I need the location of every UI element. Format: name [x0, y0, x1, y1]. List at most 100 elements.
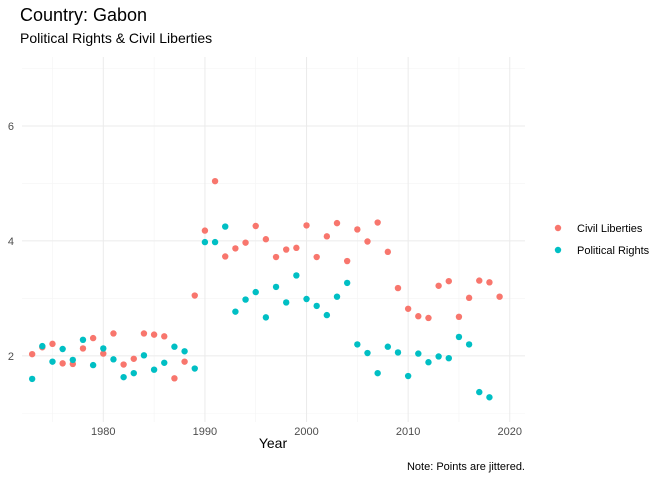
civil-liberties-point	[79, 345, 87, 352]
civil-liberties-point	[404, 305, 412, 312]
political-rights-point	[313, 302, 320, 310]
civil-liberties-point	[211, 177, 219, 185]
political-rights-point	[252, 288, 259, 296]
civil-liberties-point	[435, 282, 442, 289]
civil-liberties-point	[415, 313, 422, 320]
political-rights-point	[69, 356, 77, 364]
x-tick-label: 1990	[193, 426, 217, 438]
political-rights-point	[272, 283, 280, 291]
political-rights-point	[79, 336, 87, 344]
y-tick-label: 4	[8, 236, 14, 248]
political-rights-point	[425, 359, 432, 366]
civil-liberties-point	[323, 233, 331, 240]
x-tick-label: 2020	[498, 426, 522, 438]
political-rights-point	[89, 361, 97, 369]
political-rights-point	[59, 345, 66, 353]
political-rights-point	[333, 293, 341, 300]
political-rights-point	[191, 365, 198, 372]
civil-liberties-point	[313, 253, 320, 261]
x-tick-label: 1980	[91, 426, 115, 438]
y-axis-ticks: 2 4 6	[8, 121, 14, 363]
civil-liberties-point	[120, 361, 127, 368]
political-rights-point	[455, 333, 463, 341]
political-rights-point	[435, 353, 442, 360]
political-rights-point	[293, 272, 300, 279]
civil-liberties-point	[303, 222, 310, 229]
civil-liberties-point	[232, 245, 239, 252]
legend-key-political-rights	[554, 246, 562, 254]
civil-liberties-point	[100, 350, 107, 357]
civil-liberties-point	[181, 358, 188, 365]
political-rights-point	[110, 356, 117, 363]
civil-liberties-point	[252, 222, 259, 230]
y-tick-label: 6	[8, 121, 14, 133]
political-rights-point	[354, 341, 361, 348]
political-rights-point	[222, 223, 229, 230]
political-rights-point	[415, 350, 422, 357]
political-rights-point	[211, 238, 219, 246]
civil-liberties-point	[110, 330, 117, 337]
civil-liberties-point	[374, 219, 381, 226]
civil-liberties-point	[242, 239, 249, 246]
political-rights-point	[323, 311, 331, 319]
legend-key-civil-liberties	[554, 224, 562, 232]
political-rights-point	[171, 343, 178, 350]
political-rights-point	[161, 359, 168, 366]
civil-liberties-point	[140, 330, 148, 337]
civil-liberties-point	[262, 236, 270, 243]
political-rights-point	[150, 366, 158, 373]
civil-liberties-point	[384, 248, 392, 256]
civil-liberties-point	[191, 292, 198, 299]
political-rights-point	[140, 352, 148, 359]
civil-liberties-point	[364, 238, 371, 245]
political-rights-point	[394, 349, 402, 356]
political-rights-point	[343, 279, 351, 287]
civil-liberties-point	[49, 340, 56, 348]
civil-liberties-point	[333, 219, 341, 227]
civil-liberties-point	[28, 350, 36, 358]
data-points	[28, 177, 503, 401]
civil-liberties-point	[394, 284, 402, 292]
political-rights-point	[384, 343, 392, 350]
civil-liberties-point	[476, 277, 483, 284]
civil-liberties-point	[150, 331, 158, 338]
legend: Civil Liberties Political Rights	[554, 223, 650, 257]
civil-liberties-point	[201, 227, 209, 234]
political-rights-point	[181, 348, 188, 355]
chart-title: Country: Gabon	[20, 5, 147, 25]
political-rights-point	[374, 369, 381, 377]
political-rights-point	[486, 394, 493, 401]
political-rights-point	[364, 349, 371, 357]
political-rights-point	[201, 238, 209, 246]
political-rights-point	[232, 308, 239, 315]
civil-liberties-point	[59, 360, 66, 367]
x-tick-label: 2010	[396, 426, 420, 438]
x-axis-label: Year	[259, 435, 288, 451]
x-tick-label: 2000	[294, 426, 318, 438]
political-rights-point	[49, 358, 56, 365]
civil-liberties-point	[445, 277, 452, 285]
civil-liberties-point	[272, 253, 280, 261]
civil-liberties-point	[89, 334, 97, 342]
civil-liberties-point	[455, 313, 463, 321]
legend-label-political-rights: Political Rights	[577, 245, 650, 257]
chart-subtitle: Political Rights & Civil Liberties	[20, 30, 212, 46]
chart-caption: Note: Points are jittered.	[407, 461, 525, 473]
political-rights-point	[404, 372, 412, 380]
y-tick-label: 2	[8, 351, 14, 363]
civil-liberties-point	[293, 244, 300, 252]
civil-liberties-point	[283, 246, 290, 253]
political-rights-point	[303, 295, 310, 303]
political-rights-point	[476, 388, 483, 396]
civil-liberties-point	[343, 257, 351, 265]
civil-liberties-point	[161, 333, 168, 340]
political-rights-point	[262, 314, 270, 321]
political-rights-point	[39, 342, 46, 350]
political-rights-point	[28, 375, 36, 383]
civil-liberties-point	[171, 375, 178, 382]
political-rights-point	[130, 369, 137, 377]
civil-liberties-point	[354, 226, 361, 233]
civil-liberties-point	[425, 314, 432, 322]
political-rights-point	[100, 345, 107, 352]
